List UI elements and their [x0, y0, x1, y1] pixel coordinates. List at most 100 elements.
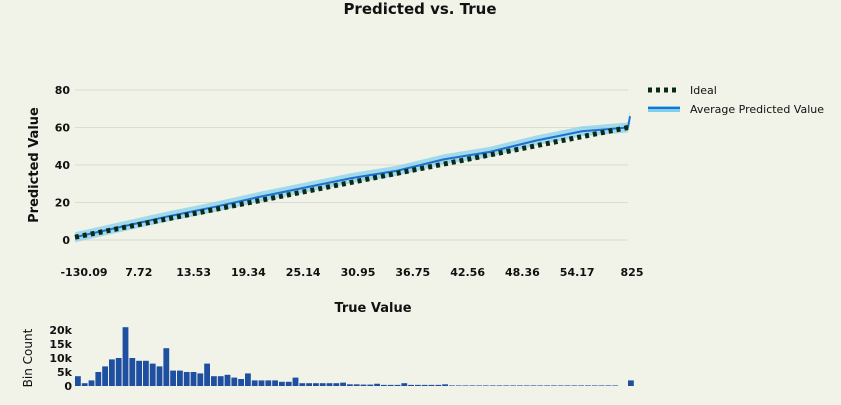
hist-bar	[387, 384, 394, 386]
hist-bar	[340, 382, 346, 386]
legend-ideal-label: Ideal	[690, 84, 717, 97]
average-predicted-line	[74, 116, 631, 239]
x-tick-label: 7.72	[125, 266, 152, 279]
x-tick-label: 19.34	[231, 266, 266, 279]
hist-bar	[183, 372, 190, 386]
x-tick-label: 42.56	[450, 266, 485, 279]
hist-bar	[544, 385, 550, 386]
confidence-band	[75, 111, 630, 243]
x-tick-label: -130.09	[60, 266, 107, 279]
chart-title: Predicted vs. True	[343, 0, 496, 18]
hist-bar	[75, 376, 81, 386]
hist-bar	[408, 384, 414, 386]
hist-bar	[292, 377, 299, 386]
legend-avg-label: Average Predicted Value	[690, 103, 824, 116]
hist-bar	[523, 385, 530, 386]
hist-bar	[435, 384, 442, 386]
hist-bar	[245, 373, 251, 386]
hist-bar	[571, 385, 578, 386]
hist-bar	[564, 385, 571, 386]
hist-bar	[598, 385, 605, 386]
x-tick-label: 54.17	[560, 266, 595, 279]
hist-y-tick-label: 15k	[49, 338, 72, 351]
x-tick-label: 13.53	[176, 266, 211, 279]
hist-bar	[591, 385, 598, 386]
hist-bar	[170, 370, 176, 386]
hist-bar	[449, 385, 455, 386]
ideal-line	[74, 125, 629, 240]
hist-bar	[605, 385, 612, 386]
hist-bar	[489, 385, 496, 386]
x-axis-label: True Value	[334, 301, 411, 316]
x-tick-label: 48.36	[505, 266, 540, 279]
hist-bar	[190, 372, 197, 386]
hist-bar	[102, 366, 108, 386]
x-tick-label: 30.95	[341, 266, 376, 279]
hist-bar	[469, 385, 476, 386]
hist-bar	[177, 370, 183, 386]
hist-y-tick-label: 5k	[57, 366, 73, 379]
x-tick-label: 825	[621, 266, 644, 279]
hist-bar	[428, 384, 435, 386]
hist-bar	[251, 380, 258, 386]
hist-bar	[415, 384, 421, 386]
hist-y-tick-label: 10k	[49, 352, 72, 365]
hist-bar	[211, 376, 217, 386]
hist-bar	[401, 383, 408, 386]
hist-bar	[353, 384, 360, 386]
hist-bar	[530, 385, 537, 386]
hist-bar	[483, 385, 489, 386]
hist-bar	[279, 381, 285, 386]
hist-bar	[585, 385, 591, 386]
hist-bar	[326, 383, 333, 386]
hist-bar	[517, 385, 523, 386]
hist-bar	[95, 372, 102, 386]
hist-bar	[115, 358, 122, 386]
hist-bar	[306, 383, 312, 386]
hist-bar	[129, 358, 136, 386]
hist-bar	[122, 327, 129, 386]
hist-bar	[156, 366, 163, 386]
hist-bar	[628, 380, 634, 386]
hist-bar	[149, 363, 156, 386]
y-tick-label: 40	[55, 159, 71, 172]
hist-bar	[360, 384, 367, 386]
hist-bar	[238, 379, 244, 386]
hist-bar	[367, 384, 374, 386]
hist-y-tick-label: 20k	[49, 324, 72, 337]
hist-bar	[333, 383, 340, 386]
hist-y-tick-label: 0	[64, 380, 72, 393]
hist-bar	[442, 384, 448, 386]
hist-bar	[462, 385, 469, 386]
hist-bar	[381, 384, 387, 386]
hist-bar	[503, 385, 510, 386]
hist-bar	[109, 359, 115, 386]
hist-bar	[231, 377, 238, 386]
hist-bar	[197, 373, 204, 386]
hist-bar	[319, 383, 326, 386]
hist-bar	[394, 384, 401, 386]
hist-bar	[272, 380, 278, 386]
x-tick-label: 36.75	[395, 266, 430, 279]
y-axis-label: Predicted Value	[27, 107, 42, 223]
hist-bar	[285, 381, 292, 386]
hist-bar	[476, 385, 482, 386]
hist-bar	[258, 380, 265, 386]
y-tick-label: 0	[62, 234, 70, 247]
hist-bar	[136, 360, 142, 386]
hist-bar	[455, 385, 462, 386]
y-tick-label: 60	[55, 122, 71, 135]
x-tick-label: 25.14	[286, 266, 321, 279]
hist-bar	[578, 385, 584, 386]
hist-bar	[537, 385, 544, 386]
hist-bar	[81, 383, 88, 386]
hist-bar	[217, 376, 224, 386]
hist-bar	[313, 383, 319, 386]
hist-bar	[496, 385, 503, 386]
hist-bar	[421, 384, 428, 386]
hist-bar	[551, 385, 557, 386]
hist-bar	[143, 360, 149, 386]
hist-y-axis-label: Bin Count	[21, 328, 35, 387]
hist-bar	[510, 385, 516, 386]
